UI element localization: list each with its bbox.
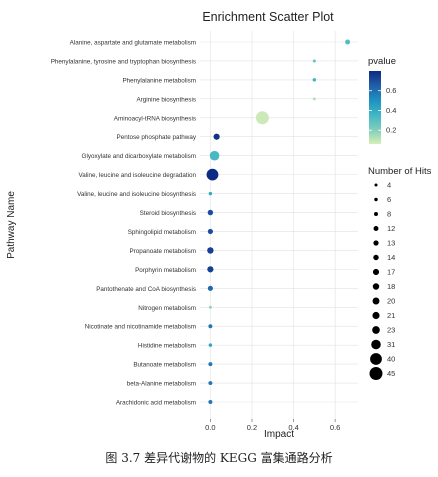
chart-title: Enrichment Scatter Plot — [202, 10, 334, 24]
hits-legend-swatch — [372, 326, 380, 334]
y-tick-label: Propanoate metabolism — [129, 248, 196, 255]
hits-legend-swatch — [374, 212, 378, 216]
data-point — [345, 39, 351, 45]
hits-legend-title: Number of Hits — [368, 166, 432, 177]
colorbar-tick-label: 0.4 — [386, 106, 396, 115]
hits-legend: Number of Hits 4 6 8 12 13 14 17 18 20 21 23 31 40 45 — [368, 166, 432, 380]
y-tick-label: Arginine biosynthesis — [136, 96, 196, 103]
data-point — [207, 266, 214, 273]
pvalue-legend-title: pvalue — [368, 56, 396, 67]
hits-legend-swatch — [369, 367, 383, 380]
data-point — [312, 59, 316, 63]
data-point — [209, 150, 220, 161]
x-tick-label: 0.2 — [247, 423, 257, 432]
hits-legend-label: 31 — [387, 340, 395, 349]
y-tick-label: Aminoacyl-tRNA biosynthesis — [114, 115, 196, 122]
data-point — [207, 228, 213, 235]
hits-legend-label: 40 — [387, 355, 395, 364]
y-tick-label: Pantothenate and CoA biosynthesis — [96, 286, 196, 293]
hits-legend-label: 18 — [387, 282, 395, 291]
data-point — [207, 285, 213, 291]
hits-legend-label: 23 — [387, 326, 395, 335]
y-tick-label: Valine, leucine and isoleucine biosynthe… — [77, 191, 196, 198]
y-tick-labels: Alanine, aspartate and glutamate metabol… — [51, 40, 197, 407]
y-tick-label: Phenylalanine metabolism — [122, 77, 196, 84]
hits-legend-swatch — [373, 240, 379, 246]
hits-legend-swatch — [374, 197, 378, 202]
data-point — [213, 133, 220, 140]
data-point — [208, 305, 212, 309]
y-tick-label: Arachidonic acid metabolism — [116, 400, 196, 407]
hits-legend-label: 21 — [387, 311, 395, 320]
hits-legend-swatch — [371, 339, 381, 350]
data-point — [208, 324, 213, 329]
x-tick-label: 0.4 — [288, 423, 298, 432]
hits-legend-swatch — [373, 254, 379, 261]
colorbar-tick-label: 0.6 — [386, 86, 396, 95]
data-point — [312, 78, 317, 82]
hits-legend-swatch — [372, 311, 380, 320]
hits-legend-label: 45 — [387, 369, 395, 378]
y-tick-label: Histidine metabolism — [138, 343, 196, 350]
x-axis-label: Impact — [264, 429, 294, 440]
hits-legend-label: 8 — [387, 210, 391, 219]
hits-legend-swatch — [372, 297, 380, 305]
data-points — [206, 39, 351, 404]
data-point — [207, 247, 214, 254]
hits-legend-label: 4 — [387, 181, 391, 190]
y-tick-label: Valine, leucine and isoleucine degradati… — [78, 172, 196, 179]
data-point — [208, 343, 213, 347]
data-point — [207, 209, 214, 216]
hits-legend-label: 20 — [387, 297, 395, 306]
colorbar-tick-label: 0.2 — [386, 126, 396, 135]
y-axis-label: Pathway Name — [6, 191, 17, 259]
pvalue-legend: pvalue 0.2 0.4 0.6 — [368, 56, 396, 144]
x-tick-labels: 0.0 0.2 0.4 0.6 — [205, 419, 340, 432]
hits-legend-label: 14 — [387, 253, 395, 262]
x-tick-label: 0.6 — [330, 423, 340, 432]
data-point — [208, 381, 213, 386]
y-tick-label: Glyoxylate and dicarboxylate metabolism — [82, 153, 196, 160]
grid-lines — [200, 31, 358, 419]
y-tick-label: Alanine, aspartate and glutamate metabol… — [70, 40, 196, 47]
hits-legend-swatch — [372, 283, 380, 290]
y-tick-label: Sphingolipid metabolism — [128, 229, 196, 236]
pvalue-legend-ticks: 0.2 0.4 0.6 — [369, 86, 396, 135]
y-tick-label: Phenylalanine, tyrosine and tryptophan b… — [51, 58, 196, 65]
hits-legend-label: 12 — [387, 224, 395, 233]
y-tick-label: Butanoate metabolism — [133, 362, 196, 369]
y-tick-label: Nitrogen metabolism — [138, 305, 196, 312]
y-tick-label: Nicotinate and nicotinamide metabolism — [85, 324, 196, 331]
data-point — [255, 111, 269, 125]
data-point — [312, 97, 316, 101]
hits-legend-label: 17 — [387, 268, 395, 277]
y-tick-label: Porphyrin metabolism — [135, 267, 196, 274]
y-tick-label: Steroid biosynthesis — [140, 210, 196, 217]
y-tick-label: beta-Alanine metabolism — [127, 381, 196, 388]
hits-legend-swatch — [370, 353, 382, 365]
y-tick-label: Pentose phosphate pathway — [117, 134, 197, 141]
data-point — [208, 191, 213, 196]
pvalue-colorbar — [369, 71, 381, 144]
hits-legend-swatch — [372, 268, 380, 276]
hits-legend-label: 13 — [387, 239, 395, 248]
hits-legend-swatch — [374, 183, 378, 187]
hits-legend-label: 6 — [387, 195, 391, 204]
data-point — [208, 362, 213, 367]
figure-caption: 图 3.7 差异代谢物的 KEGG 富集通路分析 — [105, 451, 333, 465]
x-tick-label: 0.0 — [205, 423, 215, 432]
plot-panel — [200, 31, 358, 419]
hits-legend-entries: 4 6 8 12 13 14 17 18 20 21 23 31 40 45 — [369, 181, 395, 380]
data-point — [206, 168, 219, 181]
data-point — [208, 400, 213, 404]
hits-legend-swatch — [373, 226, 379, 231]
